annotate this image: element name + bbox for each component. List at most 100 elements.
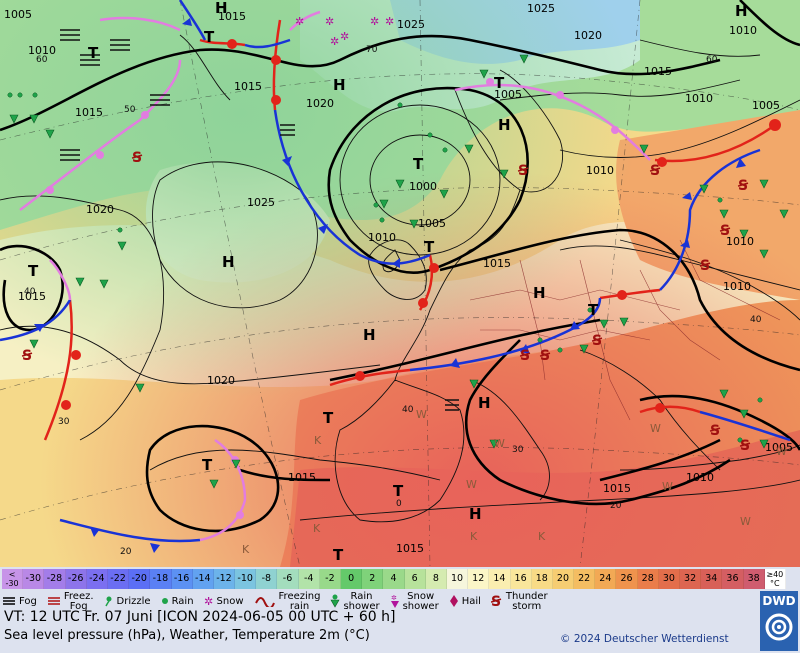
dwd-logo: DWD: [760, 591, 798, 651]
legend-freezing-rain-item: Freezing rain: [254, 591, 320, 613]
temperature-label: 40: [24, 287, 36, 297]
svg-text:✲: ✲: [370, 15, 379, 28]
dwd-swirl-icon: [765, 613, 793, 641]
scale-cell: -6: [277, 569, 299, 589]
svg-text:Ꞩ: Ꞩ: [649, 163, 661, 179]
temperature-label: 20: [610, 501, 622, 511]
legend-rain-shower-item: Rain shower: [330, 591, 380, 613]
warm-front-lobes: [61, 39, 781, 413]
svg-text:Ꞩ: Ꞩ: [739, 438, 751, 454]
isobars: [0, 39, 800, 481]
scale-cell: -8: [256, 569, 278, 589]
copyright: © 2024 Deutscher Wetterdienst: [560, 633, 729, 645]
snow-shower-icon: ✲: [390, 594, 400, 610]
svg-text:Ꞩ: Ꞩ: [131, 150, 143, 166]
high-centre: H: [498, 116, 511, 134]
pressure-label: 1010: [686, 471, 714, 484]
weather-letter: K: [470, 530, 478, 543]
svg-text:Ꞩ: Ꞩ: [539, 348, 551, 364]
country-borders: [469, 239, 781, 421]
svg-text:✲: ✲: [340, 30, 349, 43]
legend-drizzle-item: Drizzle: [104, 591, 151, 613]
legend-label: Snow: [216, 596, 244, 607]
svg-text:Ꞩ: Ꞩ: [719, 223, 731, 239]
rain-dots: [7, 92, 763, 443]
scale-cell: 30: [658, 569, 680, 589]
svg-text:Ꞩ: Ꞩ: [591, 333, 603, 349]
scale-cell: 4: [383, 569, 405, 589]
weather-letter: W: [466, 478, 477, 491]
scale-cell: -24: [86, 569, 108, 589]
drizzle-icon: [104, 595, 114, 609]
weather-letter: K: [538, 530, 546, 543]
legend-freezing-fog-item: Freez. Fog: [47, 591, 94, 613]
scale-cell: 2: [362, 569, 384, 589]
weather-letter: W: [662, 480, 673, 493]
logo-text: DWD: [762, 594, 796, 608]
scale-cell: -20: [129, 569, 151, 589]
scale-cell: 8: [425, 569, 447, 589]
legend-label: Thunder storm: [505, 591, 548, 612]
svg-text:✲: ✲: [325, 15, 334, 28]
svg-text:Ꞩ: Ꞩ: [519, 348, 531, 364]
pressure-label: 1005: [494, 88, 522, 101]
scale-cell: 12: [468, 569, 490, 589]
fog-icon: [2, 596, 16, 608]
temperature-label: 60: [36, 55, 48, 65]
pressure-label: 1020: [574, 29, 602, 42]
pressure-label: 1015: [234, 80, 262, 93]
scale-cell: 18: [531, 569, 553, 589]
weather-letters: W W W K K K W W W K W K: [242, 408, 787, 556]
temperature-label: 40: [402, 405, 414, 415]
low-centre: T: [202, 456, 213, 474]
scale-cell: -28: [44, 569, 66, 589]
scale-cell: 14: [489, 569, 511, 589]
scale-cell: 20: [552, 569, 575, 589]
scale-cell: 10: [446, 569, 469, 589]
high-centre: H: [478, 394, 491, 412]
scale-cell: 36: [722, 569, 744, 589]
weather-letter: W: [776, 445, 787, 458]
scale-cell: -22: [107, 569, 130, 589]
legend-label: Freez. Fog: [63, 591, 94, 612]
thunderstorm-icon: Ꞩ: [490, 594, 503, 610]
scale-cell: 28: [637, 569, 659, 589]
svg-text:✲: ✲: [385, 15, 394, 28]
legend-label: Rain: [171, 596, 194, 607]
scale-cell: 6: [404, 569, 426, 589]
pressure-label: 1005: [4, 8, 32, 21]
occluded-fronts: [19, 10, 651, 542]
scale-cell: -16: [171, 569, 193, 589]
thunderstorm-symbols: ꞨꞨꞨ ꞨꞨꞨ ꞨꞨꞨ ꞨꞨꞨ: [21, 150, 751, 454]
temperature-label: 30: [512, 445, 524, 455]
legend-hail-item: Hail: [449, 591, 481, 613]
thick-isobars: [0, 0, 800, 533]
high-centre: H: [735, 2, 748, 20]
pressure-centres: H T H T T H T H H T T H T T H H T T H T: [28, 0, 748, 564]
svg-text:✲: ✲: [391, 594, 397, 602]
scale-cell: -14: [192, 569, 214, 589]
low-centre: T: [424, 238, 435, 256]
low-centre: T: [494, 74, 505, 92]
snow-symbols: ✲ ✲✲ ✲ ✲✲: [295, 15, 394, 48]
pressure-label: 1010: [685, 92, 713, 105]
temperature-label: 40: [750, 315, 762, 325]
high-centre: H: [533, 284, 546, 302]
legend-rain-item: Rain: [161, 591, 194, 613]
low-centre: T: [323, 409, 334, 427]
temperature-scale: < -30 -30 -28 -26 -24 -22 -20 -18 -16 -14 -12 -10 -8…: [2, 569, 786, 589]
temperature-label: 50: [124, 105, 136, 115]
high-centre: H: [469, 505, 482, 523]
pressure-label: 1005: [418, 217, 446, 230]
cold-front-teeth: [34, 18, 746, 553]
pressure-label: 1020: [207, 374, 235, 387]
legend-label: Snow shower: [402, 591, 439, 612]
pressure-label: 1025: [527, 2, 555, 15]
pressure-label: 1010: [729, 24, 757, 37]
scale-cell: 34: [701, 569, 723, 589]
svg-text:Ꞩ: Ꞩ: [21, 348, 33, 364]
scale-cell: 32: [680, 569, 702, 589]
weather-letter: K: [313, 522, 321, 535]
weather-letter: W: [740, 515, 751, 528]
scale-cell: 0: [341, 569, 363, 589]
